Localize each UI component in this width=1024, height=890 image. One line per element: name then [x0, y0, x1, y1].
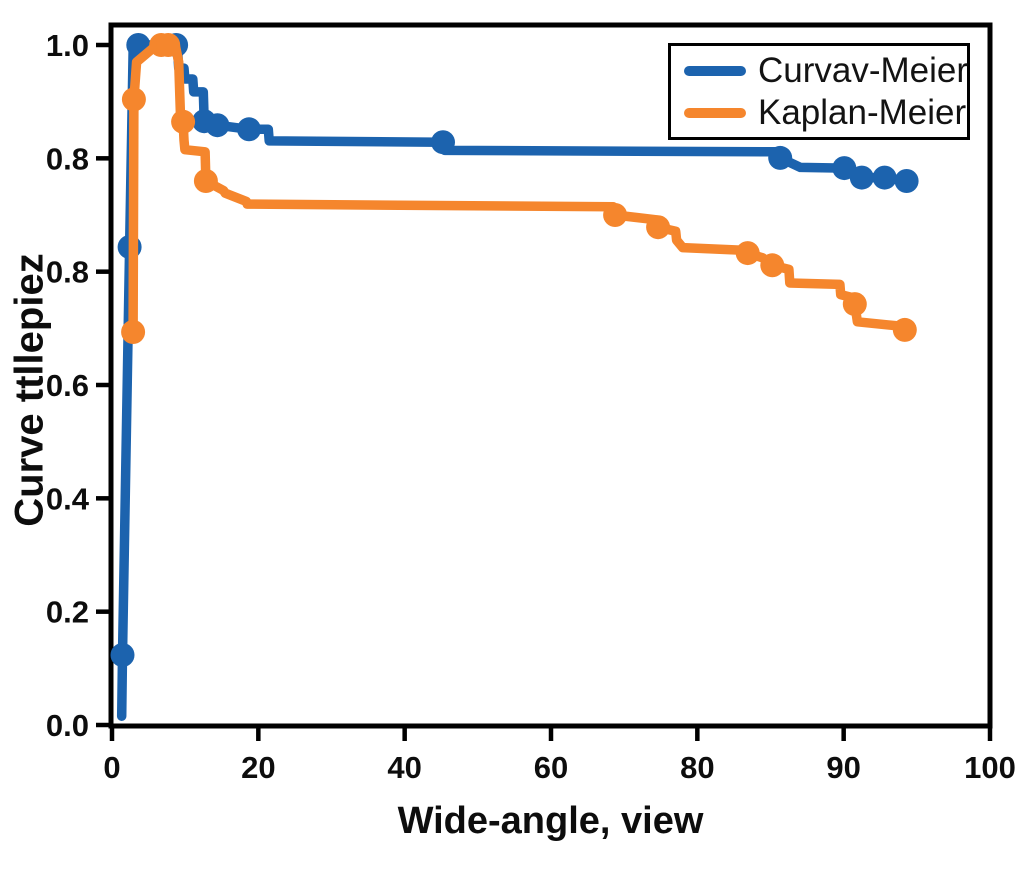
data-point-marker-kaplan-meier: [760, 253, 785, 278]
data-point-marker-kaplan-meier: [121, 87, 146, 112]
y-tick-label: 0.4: [46, 481, 90, 516]
data-point-marker-kaplan-meier: [735, 241, 760, 266]
y-tick-label: 0.0: [46, 708, 89, 743]
data-point-marker-kaplan-meier: [892, 317, 917, 342]
x-tick-label: 60: [534, 750, 568, 785]
series-line-curvav-meier: [116, 40, 912, 721]
data-point-marker-curvav-meier: [205, 113, 230, 138]
data-point-marker-kaplan-meier: [646, 215, 671, 240]
x-tick-label: 40: [387, 750, 421, 785]
y-tick-label: 0.6: [46, 368, 89, 403]
x-tick-label: 90: [826, 750, 860, 785]
x-axis-title: Wide-angle, view: [397, 800, 704, 842]
y-tick-label: 0.8: [46, 255, 89, 290]
data-point-marker-kaplan-meier: [842, 292, 867, 317]
data-point-marker-kaplan-meier: [156, 33, 181, 57]
x-tick-label: 0: [103, 750, 120, 785]
legend-item-kaplan-meier: Kaplan-Meier: [684, 95, 967, 130]
y-tick-label: 0.2: [46, 595, 89, 630]
legend-box: Curvav-Meier Kaplan-Meier: [668, 43, 970, 140]
data-point-marker-curvav-meier: [110, 643, 135, 667]
legend-line-swatch-orange: [684, 107, 746, 118]
legend-label: Curvav-Meier: [758, 51, 969, 90]
data-point-marker-kaplan-meier: [193, 169, 218, 193]
y-axis-title: Curve ttllepiez: [7, 253, 52, 527]
y-tick-label: 1.0: [46, 28, 89, 63]
data-point-marker-curvav-meier: [431, 130, 455, 155]
legend-item-curvav-meier: Curvav-Meier: [684, 51, 969, 90]
data-point-marker-kaplan-meier: [171, 109, 196, 134]
data-point-marker-curvav-meier: [894, 169, 919, 193]
legend-label: Kaplan-Meier: [758, 93, 967, 132]
data-point-marker-curvav-meier: [872, 165, 897, 190]
data-point-marker-kaplan-meier: [603, 203, 628, 227]
data-point-marker-curvav-meier: [832, 156, 857, 181]
data-point-marker-curvav-meier: [237, 117, 261, 142]
data-point-marker-kaplan-meier: [121, 320, 146, 344]
x-tick-label: 100: [964, 750, 1016, 785]
x-tick-label: 20: [241, 750, 275, 785]
legend-line-swatch-blue: [684, 65, 746, 76]
data-point-marker-curvav-meier: [849, 165, 874, 190]
x-tick-label: 80: [680, 750, 714, 785]
data-point-marker-curvav-meier: [768, 145, 793, 170]
y-tick-label: 0.8: [46, 141, 89, 176]
